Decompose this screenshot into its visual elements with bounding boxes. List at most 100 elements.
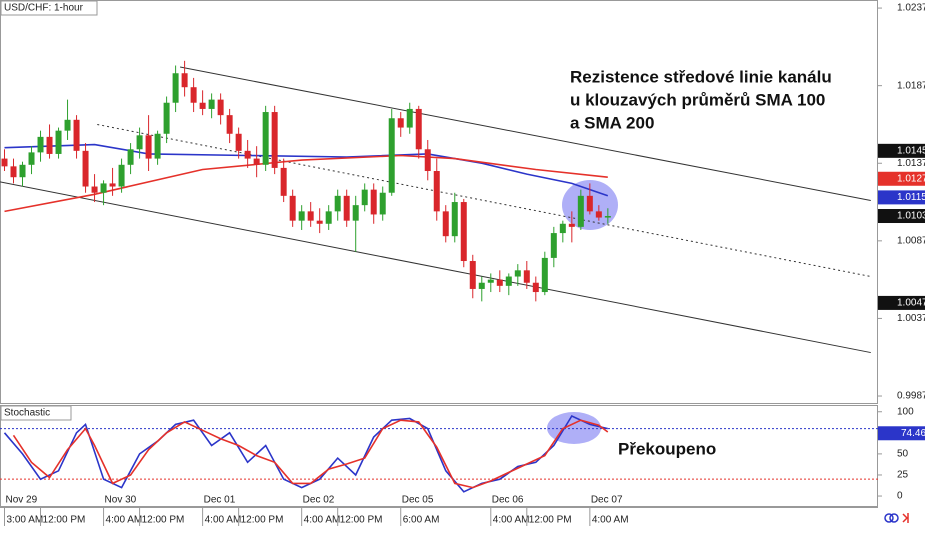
price-marker-label: 1.0145 xyxy=(897,145,925,156)
y-tick-label: 1.0087 xyxy=(897,235,925,246)
price-marker-label: 1.0047 xyxy=(897,298,925,309)
annotation: a SMA 200 xyxy=(570,113,654,132)
candle-body xyxy=(298,211,305,221)
candle-body xyxy=(586,195,593,212)
candle-body xyxy=(64,119,71,131)
toolbar-icons[interactable] xyxy=(884,513,909,523)
line xyxy=(12,419,609,489)
x-tick-label: 4:00 AM xyxy=(106,515,143,526)
x-tick-label: 4:00 AM xyxy=(592,515,629,526)
date-label: Dec 01 xyxy=(204,495,236,506)
price-marker-label: 1.0103 xyxy=(897,211,925,222)
y-tick-label: 1.0137 xyxy=(897,158,925,169)
candle-body xyxy=(334,195,341,212)
candle-body xyxy=(370,189,377,215)
candle-body xyxy=(424,149,431,172)
candle-body xyxy=(595,211,602,218)
candle-body xyxy=(433,171,440,212)
y-tick-label: 25 xyxy=(897,470,909,481)
date-label: Dec 06 xyxy=(492,495,524,506)
candle-body xyxy=(46,136,53,154)
candle-body xyxy=(496,279,503,286)
candle-body xyxy=(523,270,530,283)
stoch-frame xyxy=(0,405,878,507)
candle-body xyxy=(532,282,539,293)
candle-body xyxy=(82,150,89,187)
x-tick-label: 4:00 AM xyxy=(493,515,530,526)
annotation: Překoupeno xyxy=(618,439,716,458)
candle-body xyxy=(379,192,386,215)
date-label: Nov 30 xyxy=(105,495,137,506)
trendline xyxy=(0,181,871,354)
price-marker-label: 1.0127 xyxy=(897,173,925,184)
candle-body xyxy=(604,216,611,218)
y-tick-label: 0 xyxy=(897,491,903,502)
x-tick-label: 4:00 AM xyxy=(205,515,242,526)
candle-body xyxy=(451,202,458,237)
price-marker-label: 1.0115 xyxy=(897,192,925,203)
icon[interactable] xyxy=(902,513,909,523)
date-label: Dec 02 xyxy=(303,495,335,506)
candle-body xyxy=(568,223,575,227)
icon[interactable] xyxy=(884,513,894,523)
candle-body xyxy=(289,195,296,221)
candle-body xyxy=(163,102,170,134)
candle-body xyxy=(550,233,557,258)
y-tick-label: 1.0187 xyxy=(897,80,925,91)
candle-body xyxy=(28,152,35,165)
candle-body xyxy=(55,130,62,154)
candle-body xyxy=(442,211,449,237)
candle-body xyxy=(73,119,80,151)
y-tick-label: 100 xyxy=(897,406,914,417)
chart-title: USD/CHF: 1-hour xyxy=(4,3,84,14)
x-tick-label: 12:00 PM xyxy=(241,515,284,526)
candle-body xyxy=(10,166,17,178)
candle-body xyxy=(181,73,188,88)
candle-body xyxy=(406,108,413,128)
candle-body xyxy=(91,186,98,193)
candle-body xyxy=(253,158,260,165)
y-tick-label: 1.0237 xyxy=(897,3,925,14)
candle-body xyxy=(541,257,548,293)
candle-body xyxy=(478,282,485,289)
candle-body xyxy=(109,183,116,187)
date-label: Dec 07 xyxy=(591,495,623,506)
candle-body xyxy=(577,195,584,227)
last-value-marker xyxy=(878,426,925,441)
candle-body xyxy=(271,112,278,168)
candle-body xyxy=(469,261,476,289)
price-marker xyxy=(878,190,925,205)
candle-body xyxy=(145,135,152,159)
last-value-label: 74.46 xyxy=(901,428,925,439)
candle-body xyxy=(460,202,467,262)
candle-body xyxy=(19,164,26,178)
x-tick-label: 6:00 AM xyxy=(403,515,440,526)
candle-body xyxy=(172,73,179,103)
candle-body xyxy=(244,150,251,159)
candle-body xyxy=(505,276,512,286)
price-marker xyxy=(878,143,925,158)
candle-body xyxy=(136,135,143,150)
candle-body xyxy=(415,108,422,150)
candle-body xyxy=(559,223,566,234)
candle-body xyxy=(235,133,242,151)
annotation: u klouzavých průměrů SMA 100 xyxy=(570,90,825,109)
price-marker xyxy=(878,171,925,186)
y-tick-label: 50 xyxy=(897,449,909,460)
candle-body xyxy=(190,87,197,103)
candle-body xyxy=(199,102,206,109)
candle-body xyxy=(100,183,107,193)
price-marker xyxy=(878,209,925,224)
icon[interactable] xyxy=(889,513,899,523)
candle-body xyxy=(154,133,161,159)
x-tick-label: 12:00 PM xyxy=(340,515,383,526)
line xyxy=(3,414,608,493)
date-label: Nov 29 xyxy=(6,495,38,506)
x-tick-label: 3:00 AM xyxy=(7,515,44,526)
candle-body xyxy=(226,115,233,134)
candle-body xyxy=(37,136,44,153)
candle-body xyxy=(280,167,287,196)
candle-body xyxy=(1,158,8,167)
